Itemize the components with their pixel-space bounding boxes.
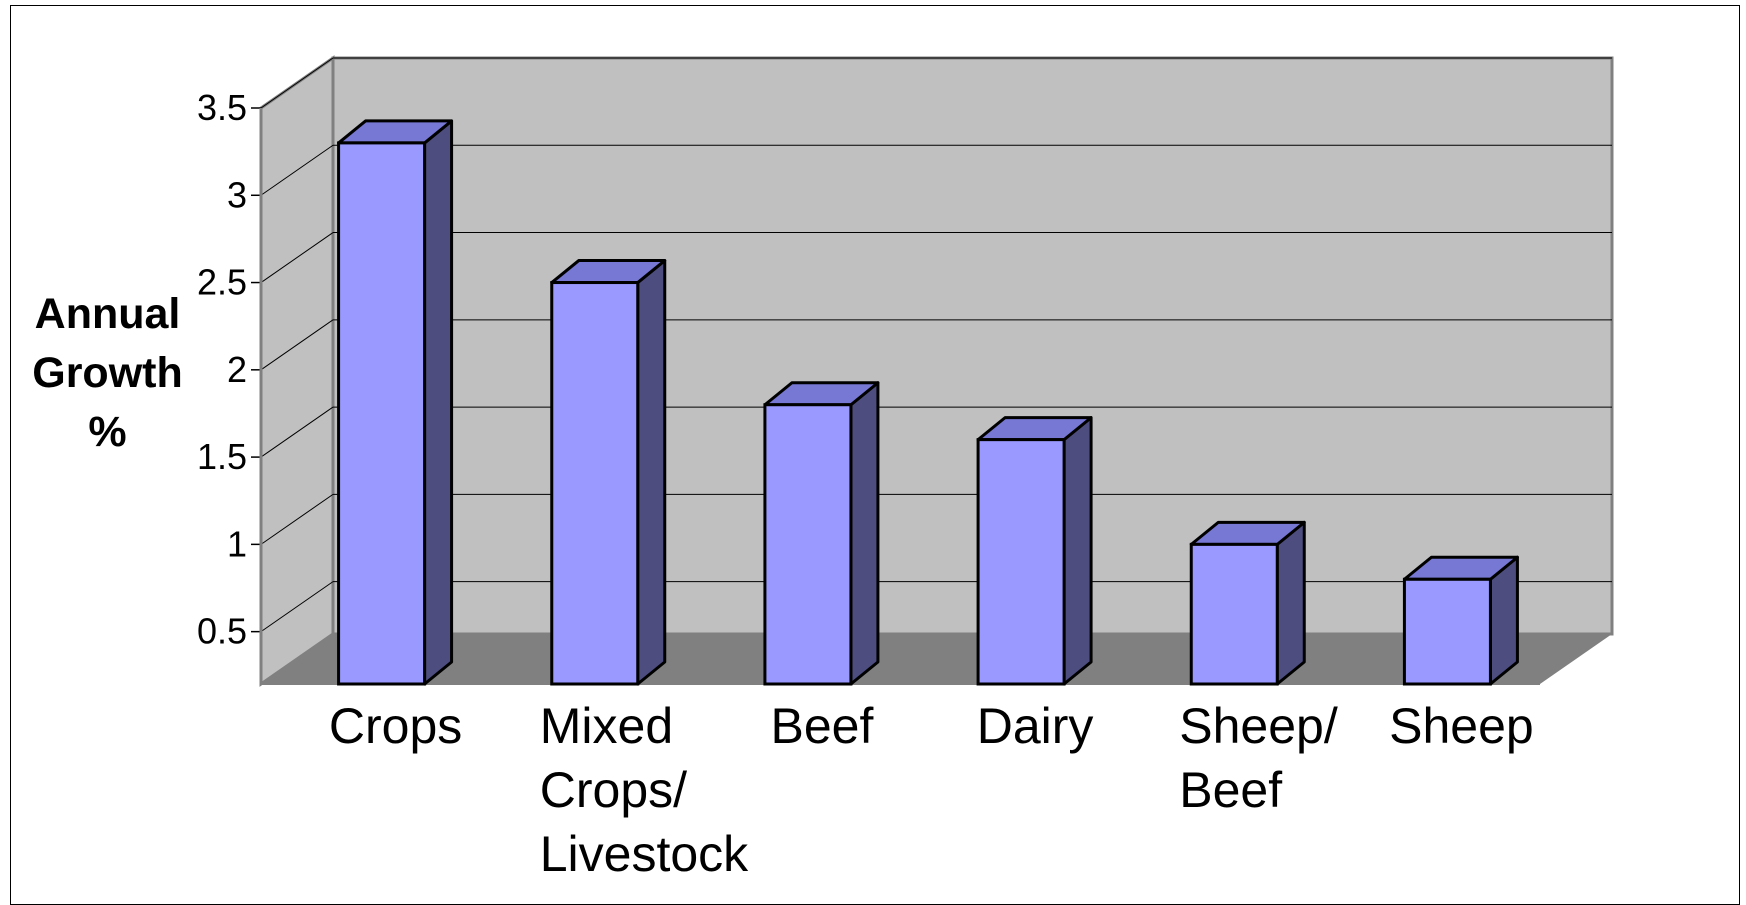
bar-side — [849, 381, 880, 686]
y-axis-title-line: % — [88, 408, 127, 456]
x-category-label-line: Dairy — [977, 698, 1094, 754]
x-category-label-line: Beef — [1179, 762, 1282, 818]
chart-walls — [259, 55, 1614, 687]
bar-front — [1189, 542, 1279, 686]
bar-side — [636, 259, 667, 686]
bar-front — [550, 281, 640, 686]
gridline-side — [260, 57, 334, 109]
bar-side — [1275, 520, 1306, 686]
gridline-side — [260, 406, 334, 458]
x-category-label-line: Mixed — [540, 698, 673, 754]
bars — [337, 119, 1519, 686]
x-category-label-line: Crops/ — [540, 762, 687, 818]
bar-front — [1402, 577, 1492, 686]
x-category-label-line: Sheep — [1389, 698, 1534, 754]
x-category-label: Sheep/Beef — [1179, 698, 1338, 818]
y-tick-label: 3.5 — [197, 87, 247, 128]
y-tick-label: 2 — [227, 349, 247, 390]
gridline-side — [260, 319, 334, 371]
bar — [976, 416, 1093, 686]
gridlines — [260, 57, 1612, 633]
x-category-label-line: Beef — [770, 698, 873, 754]
gridline-side — [260, 493, 334, 545]
bar — [550, 259, 667, 686]
y-tick-label: 0.5 — [197, 611, 247, 652]
y-tick-label: 1 — [227, 523, 247, 564]
y-axis-title: Annual Growth % — [10, 285, 205, 462]
x-category-label: Dairy — [977, 698, 1094, 754]
bar — [763, 381, 880, 686]
bar — [337, 119, 454, 686]
bar-front — [763, 403, 853, 686]
bar — [1189, 520, 1306, 686]
gridline-side — [260, 232, 334, 283]
x-category-label: Beef — [770, 698, 873, 754]
y-axis-ticks: 0.5 1 1.5 2 2.5 3 3.5 — [197, 87, 263, 684]
y-axis-title-line: Growth — [32, 349, 183, 397]
bar-side — [1062, 416, 1093, 686]
back-wall — [331, 56, 1614, 636]
x-category-label-line: Crops — [329, 698, 462, 754]
y-tick-label: 1.5 — [197, 436, 247, 477]
y-tick-label: 3 — [227, 174, 247, 215]
y-axis-title-line: Annual — [34, 290, 181, 338]
bar — [1402, 555, 1519, 686]
x-category-label-line: Sheep/ — [1179, 698, 1338, 754]
bar-side — [423, 119, 454, 686]
x-axis-labels: Crops Mixed Crops/Livestock Beef Dairy Sheep/… — [329, 698, 1534, 882]
gridline-side — [260, 581, 334, 633]
bar-front — [976, 438, 1066, 686]
x-category-label: Sheep — [1389, 698, 1534, 754]
x-category-label-line: Livestock — [540, 826, 749, 882]
side-wall — [259, 55, 335, 687]
y-tick-label: 2.5 — [197, 262, 247, 303]
gridline-side — [260, 144, 334, 196]
bar-front — [337, 141, 427, 686]
x-category-label: Mixed Crops/Livestock — [540, 698, 749, 882]
x-category-label: Crops — [329, 698, 462, 754]
